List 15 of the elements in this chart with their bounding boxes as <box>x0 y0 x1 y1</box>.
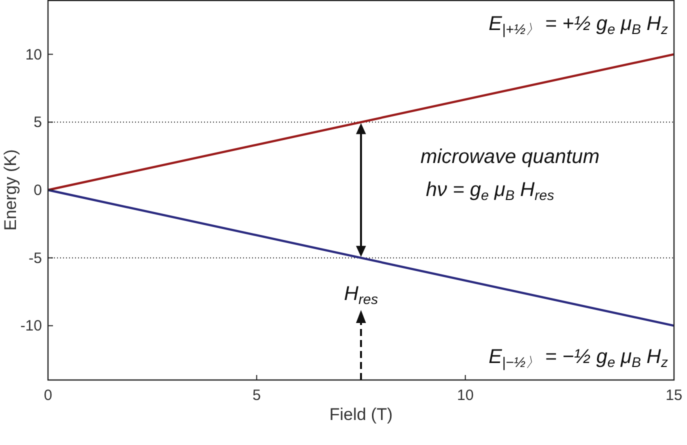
annotation: hν = g$_{e}$ μ$_{B}$ H$_{res}$ <box>426 179 554 202</box>
annotation: E$_{|+½〉}$ = +½ g$_{e}$ μ$_{B}$ H$_{z}$ <box>488 13 668 38</box>
y-tick-label: -5 <box>28 250 42 267</box>
x-tick-label: 10 <box>456 387 474 404</box>
y-tick-label: 10 <box>25 46 42 64</box>
x-axis-title: Field (T) <box>329 405 393 424</box>
annotation: microwave quantum <box>420 146 600 168</box>
x-tick-label: 15 <box>666 387 682 404</box>
y-tick-label: 0 <box>34 182 42 199</box>
y-tick-label: -10 <box>20 318 42 335</box>
x-tick-label: 5 <box>252 387 261 404</box>
y-tick-label: 5 <box>34 114 42 132</box>
y-axis-title: Energy (K) <box>1 149 20 231</box>
annotation: E$_{|−½〉}$ = −½ g$_{e}$ μ$_{B}$ H$_{z}$ <box>488 346 668 370</box>
annotation: H$_{res}$ <box>344 283 378 306</box>
